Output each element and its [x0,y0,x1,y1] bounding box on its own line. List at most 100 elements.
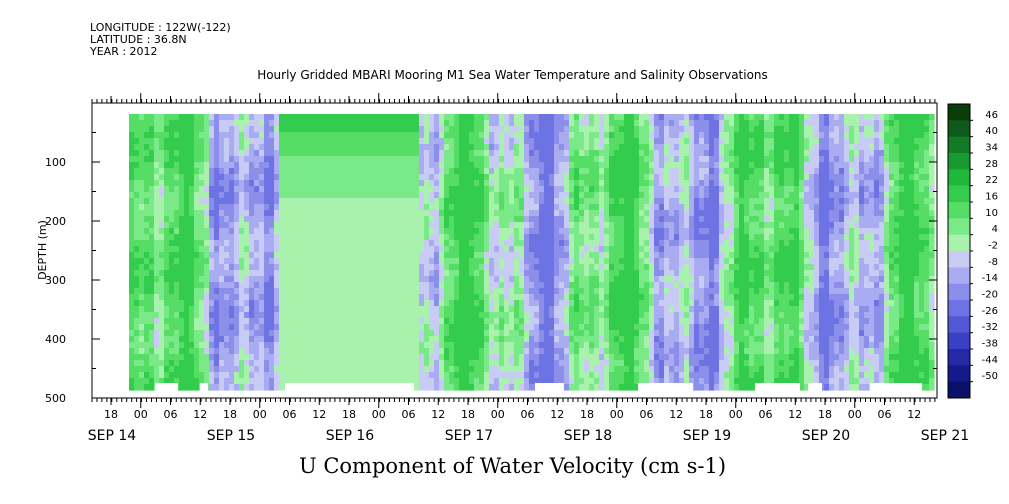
heatmap-cell [359,252,365,259]
heatmap-cell [449,168,455,175]
heatmap-cell [224,222,230,229]
heatmap-cell [154,168,160,175]
heatmap-cell [524,234,530,241]
heatmap-cell [659,228,665,235]
heatmap-cell [289,360,295,367]
heatmap-cell [449,288,455,295]
heatmap-cell [579,342,585,349]
heatmap-cell [164,198,170,205]
heatmap-cell [584,246,590,253]
heatmap-cell [659,144,665,151]
heatmap-cell [639,378,645,385]
heatmap-cell [279,264,285,271]
heatmap-cell [589,306,595,313]
heatmap-cell [384,354,390,361]
heatmap-cell [579,324,585,331]
heatmap-cell [399,300,405,307]
heatmap-cell [319,372,325,379]
heatmap-cell [404,150,410,157]
heatmap-cell [574,252,580,259]
heatmap-cell [249,318,255,325]
heatmap-cell [599,258,605,265]
heatmap-cell [579,264,585,271]
heatmap-cell [209,186,215,193]
heatmap-cell [134,138,140,145]
heatmap-cell [359,264,365,271]
heatmap-cell [449,312,455,319]
heatmap-cell [399,342,405,349]
heatmap-cell [294,270,300,277]
heatmap-cell [654,336,660,343]
heatmap-cell [224,354,230,361]
heatmap-cell [549,228,555,235]
heatmap-cell [239,336,245,343]
heatmap-cell [619,378,625,385]
heatmap-cell [569,156,575,163]
heatmap-cell [669,222,675,229]
heatmap-cell [259,246,265,253]
heatmap-cell [239,318,245,325]
heatmap-cell [139,324,145,331]
heatmap-cell [529,288,535,295]
heatmap-cell [374,372,380,379]
heatmap-cell [264,342,270,349]
heatmap-cell [549,330,555,337]
heatmap-cell [484,228,490,235]
heatmap-cell [439,120,445,127]
heatmap-cell [509,354,515,361]
heatmap-cell [634,252,640,259]
heatmap-cell [434,216,440,223]
heatmap-cell [454,156,460,163]
heatmap-cell [379,234,385,241]
heatmap-cell [499,330,505,337]
heatmap-cell [129,156,135,163]
heatmap-cell [219,246,225,253]
heatmap-cell [574,144,580,151]
heatmap-cell [314,192,320,199]
heatmap-cell [639,120,645,127]
heatmap-cell [349,246,355,253]
heatmap-cell [469,132,475,139]
heatmap-cell [429,186,435,193]
heatmap-cell [259,222,265,229]
heatmap-cell [334,366,340,373]
heatmap-cell [659,186,665,193]
heatmap-cell [199,300,205,307]
heatmap-cell [304,114,310,121]
heatmap-cell [494,252,500,259]
heatmap-cell [624,264,630,271]
heatmap-cell [449,258,455,265]
heatmap-cell [414,114,420,121]
heatmap-cell [649,360,655,367]
heatmap-cell [439,354,445,361]
heatmap-cell [304,366,310,373]
heatmap-cell [589,162,595,169]
heatmap-cell [454,258,460,265]
heatmap-cell [134,324,140,331]
heatmap-cell [174,318,180,325]
heatmap-cell [144,384,150,391]
heatmap-cell [599,114,605,121]
heatmap-cell [139,186,145,193]
heatmap-cell [189,276,195,283]
heatmap-cell [354,378,360,385]
heatmap-cell [664,180,670,187]
heatmap-cell [244,168,250,175]
heatmap-cell [604,288,610,295]
heatmap-cell [524,192,530,199]
heatmap-cell [509,156,515,163]
heatmap-cell [139,114,145,121]
heatmap-cell [199,294,205,301]
heatmap-cell [394,246,400,253]
heatmap-cell [199,372,205,379]
heatmap-cell [509,258,515,265]
heatmap-cell [629,348,635,355]
heatmap-cell [314,114,320,121]
heatmap-cell [214,336,220,343]
heatmap-cell [404,336,410,343]
heatmap-cell [664,138,670,145]
heatmap-cell [299,132,305,139]
heatmap-cell [534,132,540,139]
heatmap-cell [354,210,360,217]
heatmap-cell [504,216,510,223]
